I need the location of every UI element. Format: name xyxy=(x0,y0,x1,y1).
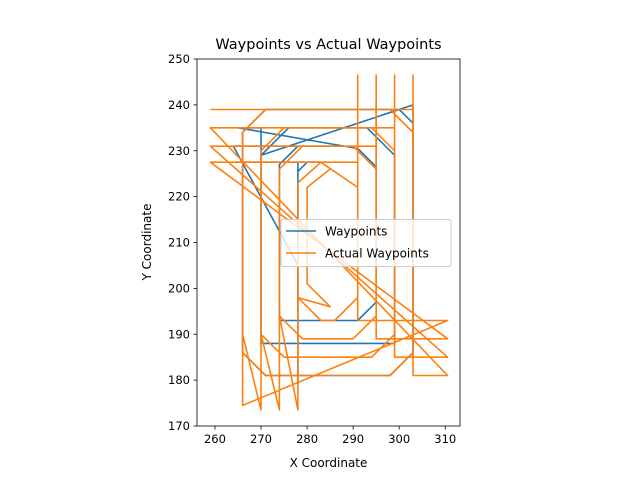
y-tick-label: 170 xyxy=(168,419,190,433)
x-tick-label: 280 xyxy=(296,432,318,446)
x-tick-label: 310 xyxy=(434,432,456,446)
legend-box xyxy=(280,219,452,267)
y-tick-label: 200 xyxy=(168,281,190,295)
legend-label-actual-waypoints: Actual Waypoints xyxy=(325,247,429,261)
y-tick-label: 210 xyxy=(168,236,190,250)
legend: Waypoints Actual Waypoints xyxy=(280,219,452,267)
y-axis-label: Y Coordinate xyxy=(140,204,154,282)
y-tick-label: 250 xyxy=(168,52,190,66)
x-tick-label: 270 xyxy=(250,432,272,446)
y-tick-label: 240 xyxy=(168,98,190,112)
x-tick-label: 260 xyxy=(204,432,226,446)
legend-label-waypoints: Waypoints xyxy=(325,225,387,239)
x-tick-label: 300 xyxy=(388,432,410,446)
y-tick-label: 230 xyxy=(168,144,190,158)
chart-title: Waypoints vs Actual Waypoints xyxy=(215,37,441,53)
x-axis-label: X Coordinate xyxy=(290,456,368,470)
y-tick-label: 190 xyxy=(168,327,190,341)
axes: 260 270 280 290 300 310 170 180 190 200 210 220 230 2… xyxy=(168,52,461,446)
y-tick-label: 180 xyxy=(168,373,190,387)
y-tick-label: 220 xyxy=(168,190,190,204)
x-tick-label: 290 xyxy=(342,432,364,446)
